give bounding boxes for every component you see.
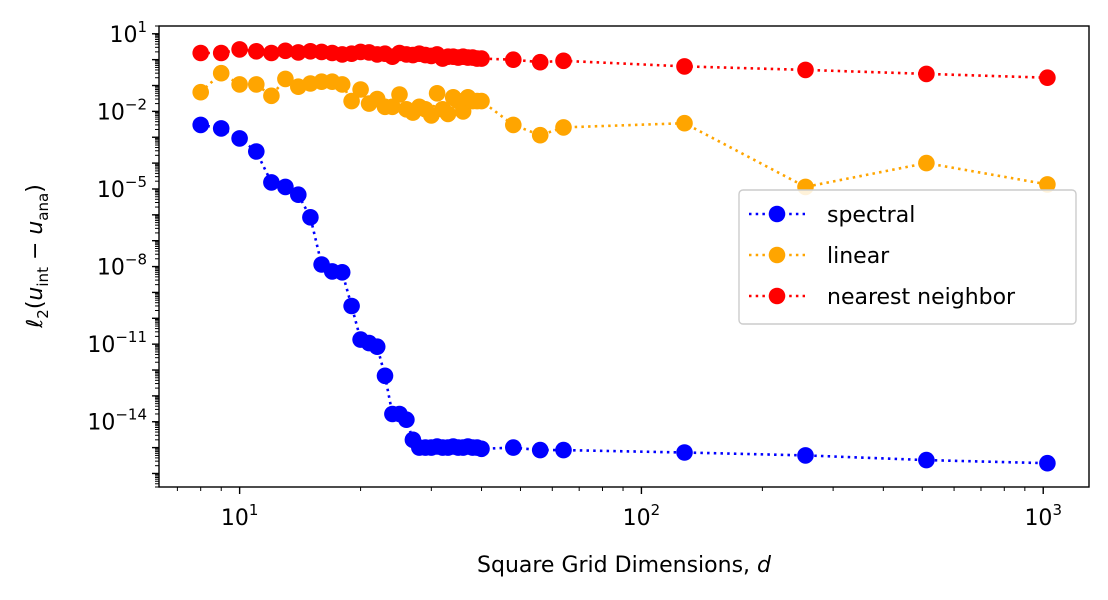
data-point (797, 447, 814, 464)
data-point (555, 441, 572, 459)
x-axis-label: Square Grid Dimensions, d (477, 553, 772, 578)
data-point (473, 50, 490, 67)
data-point (676, 114, 693, 132)
data-point (376, 367, 394, 385)
series-nearest-neighbor (192, 41, 1056, 86)
data-point (277, 70, 294, 88)
data-point (555, 52, 572, 70)
y-tick-label: 10−2 (97, 95, 147, 125)
legend-marker (768, 287, 786, 305)
data-point (918, 451, 935, 469)
data-point (343, 297, 360, 315)
x-tick-label: 102 (623, 501, 661, 531)
data-point (797, 61, 814, 79)
data-point (473, 92, 490, 110)
legend: spectral linear nearest neighbor (738, 189, 1077, 325)
data-point (192, 83, 209, 101)
data-point (676, 58, 693, 75)
series-linear (192, 64, 1056, 196)
data-point (231, 76, 248, 93)
data-point (333, 264, 351, 281)
data-point (263, 44, 280, 62)
data-point (247, 143, 265, 160)
y-tick-label: 10−14 (87, 406, 147, 436)
data-point (263, 87, 280, 105)
series-spectral (192, 116, 1056, 472)
legend-label: nearest neighbor (827, 285, 1016, 310)
data-point (531, 53, 549, 71)
data-point (398, 411, 415, 429)
data-point (333, 76, 351, 93)
data-point (247, 43, 265, 60)
data-point (263, 174, 280, 191)
data-point (428, 85, 446, 102)
data-point (247, 76, 265, 93)
data-point (290, 186, 307, 203)
x-axis: 101 102 103 (176, 487, 1062, 531)
data-point (212, 64, 230, 82)
legend-label: linear (827, 244, 890, 269)
data-point (277, 178, 294, 196)
data-point (1039, 454, 1056, 472)
data-point (439, 105, 457, 123)
data-point (212, 120, 230, 137)
x-tick-label: 103 (1024, 501, 1062, 531)
data-point (1039, 176, 1056, 193)
y-tick-label: 10−8 (97, 251, 147, 281)
legend-item: nearest neighbor (749, 285, 1016, 310)
y-axis-label: ℓ2(uint − uana) (23, 184, 52, 329)
data-point (918, 154, 935, 172)
legend-item: spectral (749, 203, 915, 228)
data-point (302, 209, 319, 226)
y-tick-label: 101 (109, 18, 147, 48)
series-layer (192, 41, 1056, 472)
data-point (231, 130, 248, 147)
plot-frame (158, 25, 1090, 488)
data-point (505, 116, 522, 134)
legend-marker (768, 205, 786, 223)
series-line (200, 48, 1048, 79)
legend-item: linear (749, 244, 890, 269)
data-point (1039, 69, 1056, 86)
data-point (531, 126, 549, 144)
data-point (368, 338, 386, 356)
data-point (290, 44, 307, 61)
data-point (918, 65, 935, 83)
data-point (192, 44, 209, 62)
svg-text:ℓ2(uint − uana): ℓ2(uint − uana) (23, 184, 52, 329)
y-tick-label: 10−11 (87, 328, 147, 358)
data-point (473, 440, 490, 458)
data-point (277, 42, 294, 60)
data-point (505, 439, 522, 456)
y-tick-label: 10−5 (97, 173, 147, 203)
data-point (352, 81, 369, 98)
data-point (391, 86, 408, 103)
data-point (231, 41, 248, 58)
data-point (212, 44, 230, 62)
data-point (505, 51, 522, 68)
data-point (676, 444, 693, 461)
legend-label: spectral (827, 203, 915, 228)
legend-box (738, 189, 1077, 325)
data-point (531, 441, 549, 459)
legend-marker (768, 246, 786, 264)
data-point (384, 98, 401, 116)
data-point (555, 119, 572, 136)
data-point (192, 116, 209, 134)
y-axis: 101 10−2 10−5 10−8 10−11 10−14 (87, 18, 159, 488)
data-point (343, 92, 360, 110)
x-tick-label: 101 (221, 501, 259, 531)
